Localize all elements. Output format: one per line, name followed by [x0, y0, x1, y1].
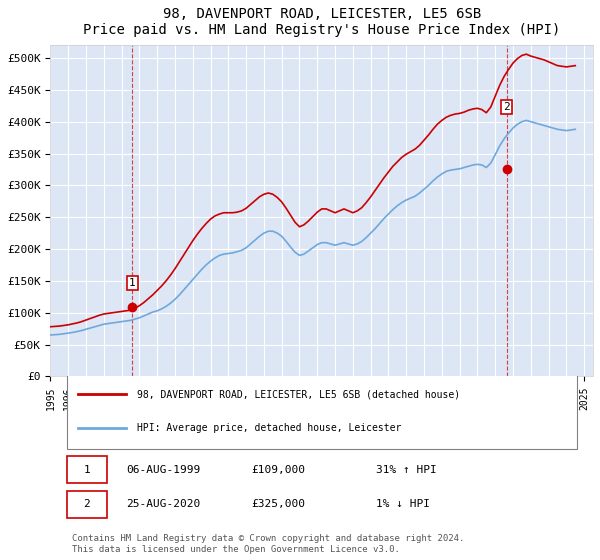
Text: 1: 1	[83, 465, 90, 475]
Text: 2: 2	[83, 500, 90, 510]
Text: 06-AUG-1999: 06-AUG-1999	[127, 465, 200, 475]
FancyBboxPatch shape	[67, 491, 107, 518]
Text: 2: 2	[503, 102, 510, 112]
Text: 25-AUG-2020: 25-AUG-2020	[127, 500, 200, 510]
Text: £109,000: £109,000	[251, 465, 305, 475]
FancyBboxPatch shape	[67, 374, 577, 449]
Title: 98, DAVENPORT ROAD, LEICESTER, LE5 6SB
Price paid vs. HM Land Registry's House P: 98, DAVENPORT ROAD, LEICESTER, LE5 6SB P…	[83, 7, 560, 37]
Text: 1: 1	[129, 278, 136, 288]
Text: 31% ↑ HPI: 31% ↑ HPI	[376, 465, 437, 475]
Text: 1% ↓ HPI: 1% ↓ HPI	[376, 500, 430, 510]
Text: HPI: Average price, detached house, Leicester: HPI: Average price, detached house, Leic…	[137, 423, 401, 432]
Text: £325,000: £325,000	[251, 500, 305, 510]
FancyBboxPatch shape	[67, 456, 107, 483]
Text: Contains HM Land Registry data © Crown copyright and database right 2024.
This d: Contains HM Land Registry data © Crown c…	[72, 534, 464, 554]
Text: 98, DAVENPORT ROAD, LEICESTER, LE5 6SB (detached house): 98, DAVENPORT ROAD, LEICESTER, LE5 6SB (…	[137, 389, 460, 399]
